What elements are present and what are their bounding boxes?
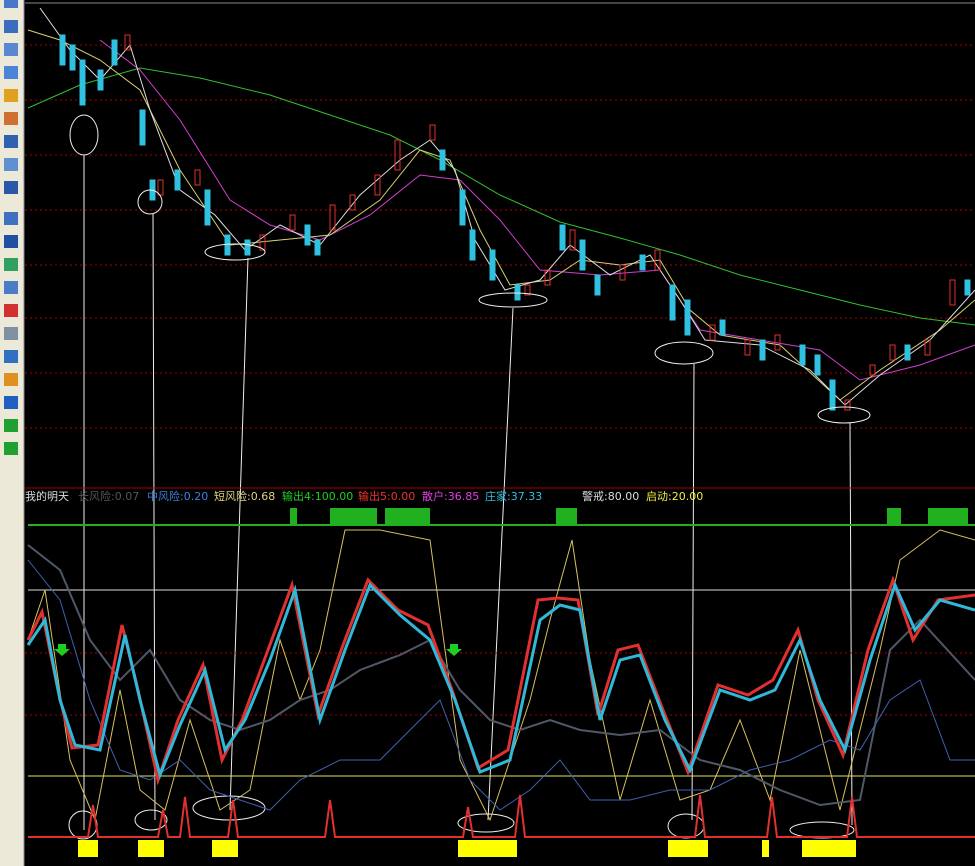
legend-item: 庄家:37.33 [485,489,542,503]
ma-long [27,67,975,326]
toolbar [0,0,25,866]
retail-line [27,559,975,811]
tool-icon[interactable] [4,66,18,79]
buy-arrows [54,644,462,656]
legend-item: 警戒:80.00 [582,489,639,503]
tool-icon[interactable] [4,135,18,148]
legend-item: 输出5:0.00 [358,489,415,503]
ma-mid [99,39,975,381]
indicator-name: 我的明天 [25,489,69,503]
tool-icon[interactable] [4,350,18,363]
tool-icon[interactable] [4,373,18,386]
trigger-blocks [78,840,856,857]
trigger-line [28,794,975,838]
legend-item: 输出4:100.00 [282,489,353,503]
toolbar-bg [0,0,24,866]
signal-blocks [290,508,968,526]
tool-icon[interactable] [4,442,18,455]
warning-line [27,529,975,822]
legend-item: 长风险:0.07 [78,489,139,503]
tool-icon[interactable] [4,43,18,56]
tool-icon[interactable] [4,181,18,194]
dealer-line [27,544,975,807]
legend-item: 中风险:0.20 [147,489,208,503]
legend-item: 启动:20.00 [646,490,703,503]
tool-icon[interactable] [4,89,18,102]
tool-icon[interactable] [4,327,18,340]
legend-item: 散户:36.85 [422,489,479,503]
tool-icon[interactable] [4,158,18,171]
tool-icon[interactable] [4,258,18,271]
tool-icon[interactable] [4,419,18,432]
tool-icon[interactable] [4,20,18,33]
mid-risk-line [26,580,975,780]
tool-icon[interactable] [4,396,18,409]
tool-icon[interactable] [4,281,18,294]
tool-icon[interactable] [4,212,18,225]
tool-icon[interactable] [4,112,18,125]
tool-icon[interactable] [4,0,18,8]
legend-item: 短风险:0.68 [214,489,275,503]
indicator-legend: 我的明天 长风险:0.07 中风险:0.20 短风险:0.68 输出4:100.… [25,489,703,503]
tool-icon[interactable] [4,235,18,248]
tool-icon[interactable] [4,304,18,317]
